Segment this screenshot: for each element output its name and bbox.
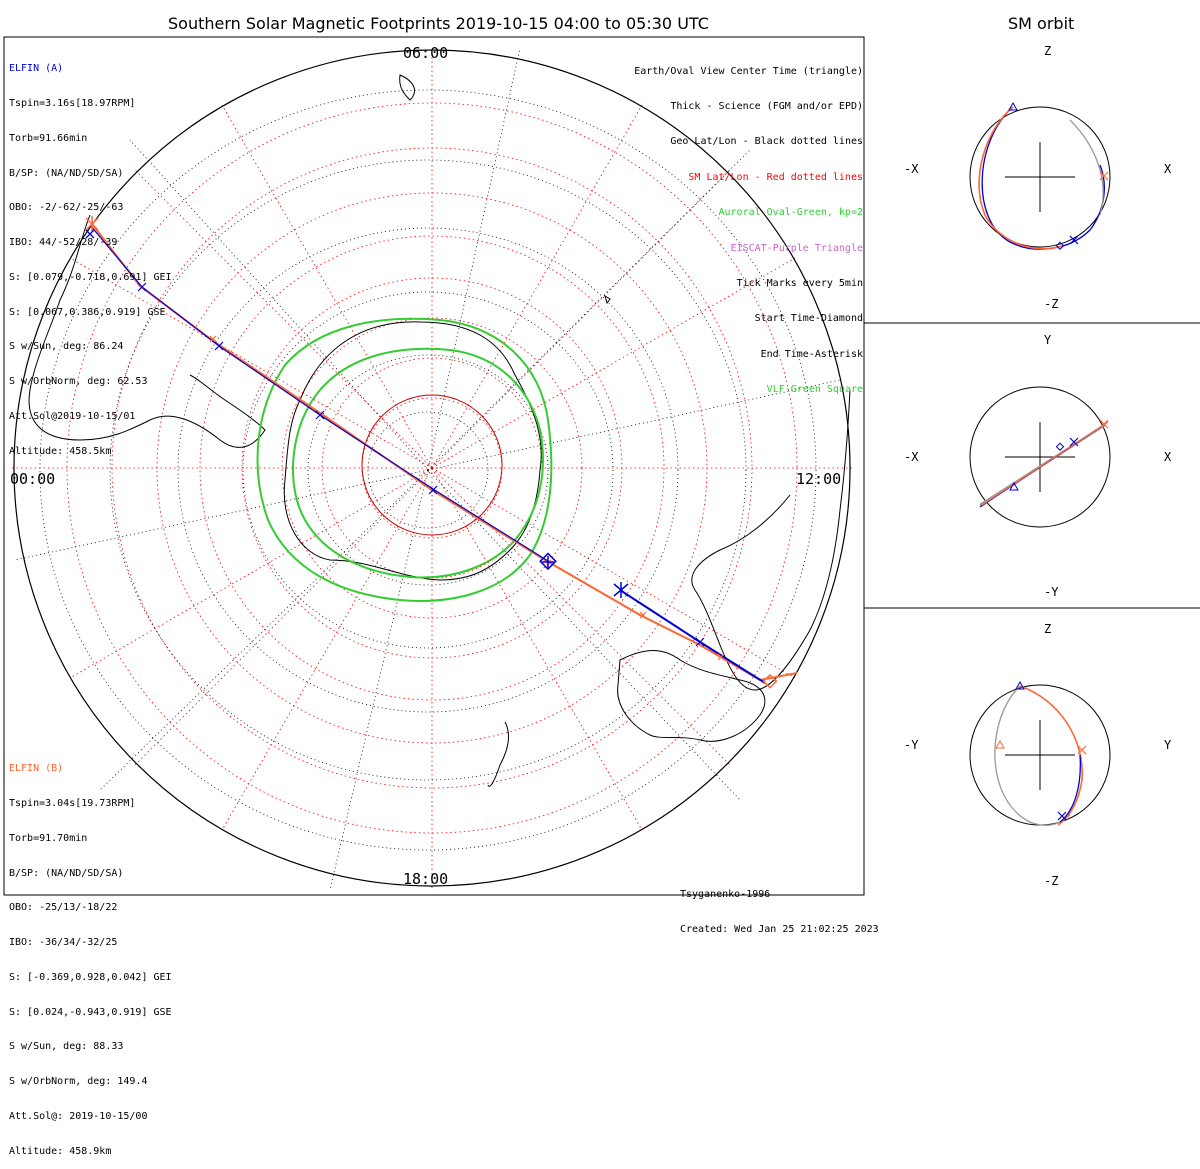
clock-label-left: 00:00 <box>10 470 56 488</box>
tick-marks-b <box>209 335 725 661</box>
sm-lon-lines <box>12 50 855 890</box>
clock-label-right: 12:00 <box>796 470 842 488</box>
elfin-a-end-asterisk <box>613 582 629 598</box>
auroral-oval-inner <box>292 347 544 579</box>
orbit-a-xz <box>981 106 1105 250</box>
orbit-1-top-label: Z <box>1044 44 1052 58</box>
elfin-a-name: ELFIN (A) <box>9 63 64 75</box>
orbit-title: SM orbit <box>1008 14 1075 33</box>
orbit-3-top-label: Z <box>1044 622 1052 636</box>
map-frame <box>3 36 865 896</box>
orbit-panel-xz <box>969 101 1111 250</box>
island-outline-1 <box>604 294 611 305</box>
orbit-2-right-label: X <box>1164 450 1172 464</box>
sm-pole-circle <box>361 394 503 536</box>
south-america-outline <box>28 214 266 448</box>
orbit-gray-yz <box>994 685 1071 826</box>
elfin-b-line: OBO: -25/13/-18/22 <box>9 902 118 914</box>
orbit-gray-xz <box>1069 119 1104 216</box>
elfin-a-line: S: [0.079,-0.718,0.691] GEI <box>9 271 172 283</box>
legend-entry: VLF-Green Square <box>766 384 863 396</box>
orbit-b-xy <box>981 421 1109 506</box>
elfin-a-line: Tspin=3.16s[18.97RPM] <box>9 97 136 109</box>
legend-entry: SM Lat/Lon - Red dotted lines <box>688 171 863 183</box>
tick-marks-a <box>137 282 705 647</box>
new-zealand-outline <box>487 721 510 787</box>
island-outline-2 <box>399 74 415 101</box>
elfin-b-line: S: [0.024,-0.943,0.919] GSE <box>9 1006 172 1018</box>
orbit-2-bottom-label: -Y <box>1044 585 1059 599</box>
elfin-b-info: ELFIN (B) Tspin=3.04s[19.73RPM] Torb=91.… <box>9 740 172 1169</box>
legend-entry: Start Time-Diamond <box>754 313 863 325</box>
elfin-a-line: Torb=91.66min <box>9 132 88 144</box>
legend: Earth/Oval View Center Time (triangle) T… <box>634 42 863 408</box>
elfin-b-line: Tspin=3.04s[19.73RPM] <box>9 797 136 809</box>
orbit-b-xz <box>978 106 1063 250</box>
elfin-b-line: B/SP: (NA/ND/SD/SA) <box>9 867 124 879</box>
coastlines <box>28 74 851 787</box>
elfin-a-end-marker <box>85 229 95 239</box>
elfin-a-line: OBO: -2/-62/-25/-63 <box>9 202 124 214</box>
legend-entry: Earth/Oval View Center Time (triangle) <box>634 65 863 77</box>
main-title: Southern Solar Magnetic Footprints 2019-… <box>168 14 709 33</box>
orbit-panel-xy <box>969 386 1111 528</box>
elfin-b-start-diamond <box>762 673 778 689</box>
elfin-b-line: S w/Sun, deg: 88.33 <box>9 1041 124 1053</box>
legend-entry: Auroral Oval-Green, kp=2 <box>718 207 864 219</box>
auroral-oval-outer <box>256 317 553 602</box>
elfin-b-line: Torb=91.70min <box>9 832 88 844</box>
elfin-b-line: Altitude: 458.9km <box>9 1145 112 1157</box>
legend-entry: Geo Lat/Lon - Black dotted lines <box>670 136 863 148</box>
geo-grid <box>14 47 841 891</box>
orbit-2-top-label: Y <box>1044 333 1052 347</box>
legend-entry: Thick - Science (FGM and/or EPD) <box>670 100 863 112</box>
elfin-a-line: IBO: 44/-52/28/-39 <box>9 237 118 249</box>
orbit-3-left-label: -Y <box>904 738 919 752</box>
elfin-a-line: S w/OrbNorm, deg: 62.53 <box>9 376 148 388</box>
orbit-2-left-label: -X <box>904 450 919 464</box>
orbit-1-left-label: -X <box>904 162 919 176</box>
orbit-1-right-label: X <box>1164 162 1172 176</box>
clock-label-top: 06:00 <box>403 44 449 62</box>
elfin-a-line: Altitude: 458.5km <box>9 445 112 457</box>
elfin-a-science-segment <box>619 589 766 684</box>
elfin-a-line: Att.Sol@2019-10-15/01 <box>9 411 136 422</box>
elfin-b-line: Att.Sol@: 2019-10-15/00 <box>9 1111 148 1122</box>
elfin-b-name: ELFIN (B) <box>9 763 64 775</box>
elfin-a-line: S w/Sun, deg: 86.24 <box>9 341 124 353</box>
elfin-b-line: S w/OrbNorm, deg: 149.4 <box>9 1076 148 1088</box>
orbit-1-bottom-label: -Z <box>1044 297 1059 311</box>
elfin-b-line: S: [-0.369,0.928,0.042] GEI <box>9 971 172 983</box>
elfin-b-line: IBO: -36/34/-32/25 <box>9 937 118 949</box>
elfin-a-start-diamond <box>539 552 557 571</box>
model-name: Tsyganenko-1996 <box>680 889 771 900</box>
antarctica-outline <box>283 321 542 581</box>
map-boundary <box>13 49 851 887</box>
legend-entry: EISCAT-Purple Triangle <box>730 242 863 254</box>
australia-outline <box>617 650 766 742</box>
legend-entry: Tick Marks every 5min <box>736 277 863 289</box>
elfin-a-line: B/SP: (NA/ND/SD/SA) <box>9 167 124 179</box>
elfin-b-end-asterisk <box>85 216 99 232</box>
footprint-figure <box>3 36 1200 896</box>
elfin-a-line: S: [0.067,0.386,0.919] GSE <box>9 306 166 318</box>
africa-outline <box>691 389 851 691</box>
clock-label-bottom: 18:00 <box>403 870 449 888</box>
orbit-panel-yz <box>969 680 1111 826</box>
created-timestamp: Created: Wed Jan 25 21:02:25 2023 <box>680 923 879 935</box>
orbit-3-right-label: Y <box>1164 738 1172 752</box>
elfin-a-info: ELFIN (A) Tspin=3.16s[18.97RPM] Torb=91.… <box>9 40 172 469</box>
orbit-3-bottom-label: -Z <box>1044 874 1059 888</box>
credits: Tsyganenko-1996 Created: Wed Jan 25 21:0… <box>680 866 879 947</box>
legend-entry: End Time-Asterisk <box>760 348 863 360</box>
elfin-a-track <box>89 224 549 562</box>
orbit-b-yz <box>1019 685 1083 826</box>
